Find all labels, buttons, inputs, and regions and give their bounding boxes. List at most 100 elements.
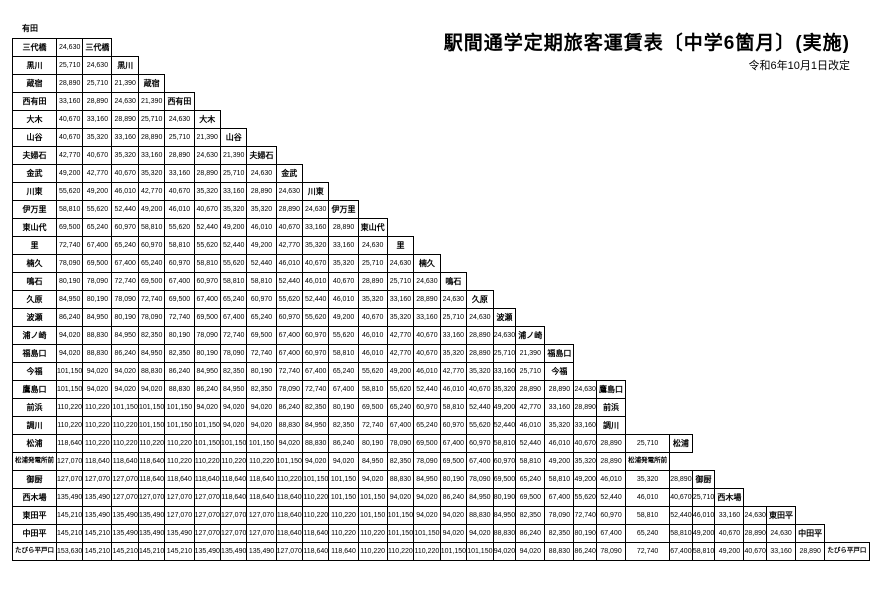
fare-cell: 25,710 [57, 57, 83, 75]
fare-cell: 69,500 [57, 219, 83, 237]
fare-cell: 72,740 [358, 417, 387, 435]
fare-cell: 58,810 [57, 201, 83, 219]
fare-cell: 127,070 [247, 507, 276, 525]
fare-cell: 94,020 [387, 489, 413, 507]
col-station-label: 鷹島口 [596, 381, 625, 399]
fare-cell: 60,970 [165, 255, 194, 273]
col-station-label: 大木 [194, 111, 220, 129]
fare-cell: 135,490 [112, 525, 138, 543]
fare-cell: 25,710 [220, 165, 246, 183]
fare-cell: 94,020 [467, 525, 493, 543]
fare-cell: 127,070 [112, 471, 138, 489]
fare-cell: 33,160 [493, 363, 516, 381]
fare-cell: 21,390 [516, 345, 545, 363]
col-station-label: たびら平戸口 [825, 543, 869, 561]
fare-cell: 25,710 [138, 111, 164, 129]
fare-cell: 88,830 [303, 435, 329, 453]
fare-cell: 80,190 [329, 399, 358, 417]
fare-cell: 78,090 [414, 453, 440, 471]
fare-cell: 58,810 [692, 543, 715, 561]
fare-cell: 52,440 [414, 381, 440, 399]
fare-cell: 35,320 [467, 363, 493, 381]
fare-cell: 67,400 [165, 273, 194, 291]
col-station-label: 前浜 [596, 399, 625, 417]
fare-cell: 52,440 [194, 219, 220, 237]
fare-cell: 82,350 [303, 399, 329, 417]
fare-cell: 21,390 [138, 93, 164, 111]
fare-cell: 35,320 [194, 183, 220, 201]
fare-cell: 118,640 [138, 471, 164, 489]
fare-cell: 52,440 [670, 507, 693, 525]
fare-cell: 35,320 [358, 291, 387, 309]
fare-cell: 67,400 [596, 525, 625, 543]
fare-cell: 60,970 [138, 237, 164, 255]
fare-cell: 84,950 [467, 489, 493, 507]
fare-cell: 101,150 [247, 435, 276, 453]
fare-cell: 69,500 [83, 255, 112, 273]
row-station-label: 鳴石 [13, 273, 57, 291]
fare-cell: 65,240 [414, 417, 440, 435]
fare-cell: 67,400 [303, 363, 329, 381]
fare-cell: 55,620 [574, 489, 597, 507]
col-station-label: 東山代 [358, 219, 387, 237]
fare-cell: 24,630 [276, 183, 302, 201]
row-station-label: 東田平 [13, 507, 57, 525]
fare-cell: 33,160 [414, 309, 440, 327]
fare-cell: 28,890 [83, 93, 112, 111]
fare-cell: 52,440 [220, 237, 246, 255]
fare-cell: 28,890 [670, 471, 693, 489]
fare-cell: 65,240 [83, 219, 112, 237]
fare-cell: 65,240 [138, 255, 164, 273]
row-station-label: 西木場 [13, 489, 57, 507]
fare-cell: 110,220 [165, 453, 194, 471]
fare-cell: 101,150 [358, 489, 387, 507]
fare-cell: 84,950 [358, 453, 387, 471]
fare-cell: 82,350 [220, 363, 246, 381]
fare-cell: 46,010 [545, 435, 574, 453]
fare-cell: 94,020 [303, 453, 329, 471]
fare-cell: 145,210 [112, 543, 138, 561]
fare-cell: 82,350 [516, 507, 545, 525]
fare-cell: 42,770 [387, 327, 413, 345]
fare-cell: 24,630 [194, 147, 220, 165]
col-station-label: 今福 [545, 363, 574, 381]
fare-cell: 67,400 [329, 381, 358, 399]
fare-cell: 49,200 [387, 363, 413, 381]
row-station-label: 前浜 [13, 399, 57, 417]
fare-cell: 35,320 [545, 417, 574, 435]
row-station-label: 中田平 [13, 525, 57, 543]
fare-cell: 46,010 [303, 273, 329, 291]
fare-cell: 24,630 [574, 381, 597, 399]
fare-cell: 80,190 [57, 273, 83, 291]
fare-cell: 52,440 [516, 435, 545, 453]
fare-cell: 88,830 [493, 525, 516, 543]
fare-cell: 28,890 [57, 75, 83, 93]
fare-cell: 33,160 [112, 129, 138, 147]
row-station-label: 御厨 [13, 471, 57, 489]
fare-cell: 24,630 [303, 201, 329, 219]
fare-cell: 40,670 [744, 543, 767, 561]
fare-cell: 72,740 [276, 363, 302, 381]
fare-cell: 28,890 [574, 399, 597, 417]
fare-cell: 110,220 [194, 453, 220, 471]
fare-cell: 24,630 [112, 93, 138, 111]
fare-cell: 94,020 [57, 345, 83, 363]
col-station-label: 里 [387, 237, 413, 255]
fare-cell: 52,440 [112, 201, 138, 219]
fare-cell: 88,830 [165, 381, 194, 399]
fare-cell: 28,890 [194, 165, 220, 183]
fare-cell: 86,240 [574, 543, 597, 561]
fare-cell: 88,830 [138, 363, 164, 381]
fare-cell: 88,830 [83, 327, 112, 345]
fare-cell: 78,090 [467, 471, 493, 489]
fare-cell: 24,630 [387, 255, 413, 273]
fare-cell: 101,150 [440, 543, 466, 561]
fare-cell: 69,500 [440, 453, 466, 471]
fare-cell: 118,640 [57, 435, 83, 453]
fare-cell: 40,670 [358, 309, 387, 327]
fare-cell: 145,210 [57, 507, 83, 525]
fare-cell: 42,770 [516, 399, 545, 417]
fare-cell: 135,490 [83, 489, 112, 507]
fare-cell: 86,240 [516, 525, 545, 543]
fare-cell: 72,740 [57, 237, 83, 255]
